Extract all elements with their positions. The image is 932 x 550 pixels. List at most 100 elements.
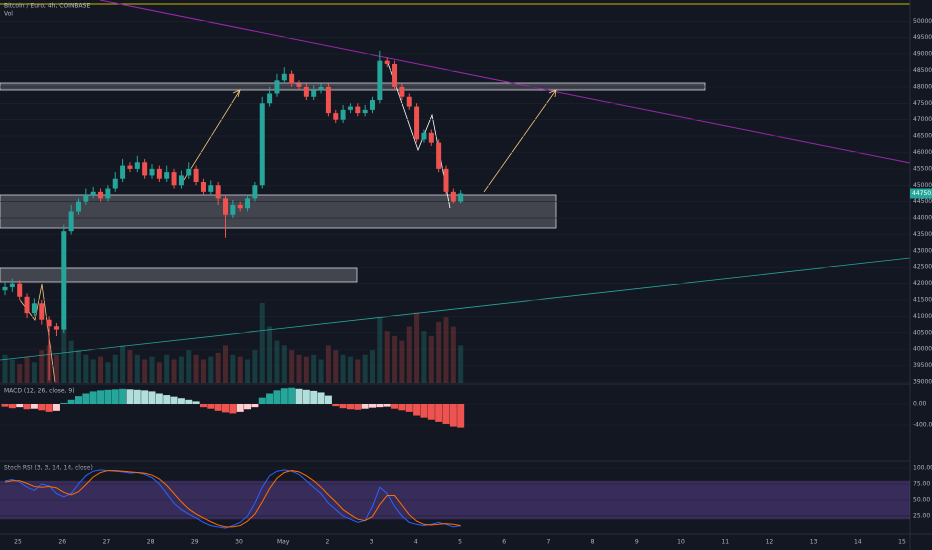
candle-body — [76, 201, 81, 212]
candle-body — [24, 296, 30, 314]
volume-bar — [230, 354, 236, 383]
volume-bar — [414, 312, 420, 383]
y-tick-label: 49000.00 — [913, 51, 932, 58]
macd-bar — [185, 399, 193, 404]
volume-bar — [2, 354, 8, 383]
macd-bar — [332, 403, 340, 407]
candle-body — [200, 181, 206, 192]
candle-body — [223, 198, 228, 215]
candle-body — [296, 83, 302, 87]
macd-bar — [8, 403, 16, 409]
macd-bar — [361, 403, 369, 409]
candle-body — [68, 211, 74, 232]
macd-bar — [420, 403, 428, 418]
candle-body — [267, 93, 273, 104]
candle-body — [46, 319, 52, 327]
volume-bar — [340, 354, 346, 383]
volume-bar — [362, 354, 368, 383]
volume-bar — [208, 356, 214, 383]
macd-bar — [16, 403, 24, 408]
y-tick-label: 47000.00 — [913, 116, 932, 123]
volume-bar — [120, 345, 126, 383]
x-tick-label: 2 — [325, 539, 329, 546]
volume-bar — [281, 345, 287, 383]
macd-bar — [119, 388, 127, 404]
volume-bar — [252, 350, 258, 383]
volume-bar — [178, 356, 184, 383]
macd-bar — [339, 403, 347, 409]
macd-bar — [398, 403, 406, 411]
volume-bar — [296, 354, 302, 383]
candle-body — [178, 175, 184, 186]
macd-bar — [258, 397, 266, 404]
volume-bar — [355, 359, 361, 383]
macd-bar — [376, 403, 384, 408]
macd-bar — [317, 392, 325, 404]
volume-bar — [318, 359, 324, 383]
x-tick-label: 10 — [677, 539, 685, 546]
x-tick-label: 29 — [191, 539, 199, 546]
macd-bar — [324, 395, 332, 404]
volume-bar — [245, 359, 251, 383]
x-tick-label: 30 — [235, 539, 243, 546]
y-tick-label: 41000.00 — [913, 313, 932, 320]
macd-bar — [170, 396, 178, 404]
macd-bar — [354, 403, 362, 410]
volume-bar — [237, 356, 243, 383]
y-tick-label: 50000.00 — [913, 18, 932, 25]
macd-bar — [427, 403, 435, 420]
macd-bar — [23, 403, 31, 410]
macd-bar — [391, 403, 399, 409]
macd-bar — [310, 390, 318, 404]
macd-bar — [89, 391, 97, 404]
macd-bar — [457, 403, 465, 428]
candle-body — [414, 106, 420, 140]
candle-body — [149, 168, 155, 176]
macd-bar — [45, 403, 53, 412]
volume-bar — [289, 350, 295, 383]
x-tick-label: 28 — [147, 539, 155, 546]
x-tick-label: 15 — [898, 539, 906, 546]
x-tick-label: 4 — [414, 539, 418, 546]
volume-bar — [149, 356, 155, 383]
candle-body — [245, 198, 251, 209]
candle-body — [333, 113, 339, 120]
candle-body — [186, 168, 192, 176]
y-tick-label: 44500.00 — [913, 198, 932, 205]
macd-bar — [199, 403, 207, 408]
macd-bar — [177, 398, 185, 404]
volume-bar — [83, 354, 89, 383]
volume-bar — [112, 354, 118, 383]
macd-bar — [52, 403, 60, 411]
x-tick-label: 6 — [502, 539, 506, 546]
volume-bar — [142, 359, 148, 383]
macd-bar — [75, 396, 82, 404]
candle-body — [252, 185, 258, 199]
candle-body — [134, 162, 140, 169]
volume-bar — [311, 354, 317, 383]
macd-bar — [273, 390, 281, 404]
last-price-label: 44750.00 — [912, 190, 932, 197]
y-tick-label: 75.00 — [913, 481, 930, 488]
zone — [0, 82, 706, 91]
candle-body — [281, 73, 287, 81]
candle-body — [98, 191, 104, 199]
y-tick-label: 39000.00 — [913, 379, 932, 386]
macd-bar — [155, 393, 163, 404]
macd-bar — [111, 389, 119, 404]
candle-body — [384, 60, 390, 64]
volume-bar — [127, 350, 133, 383]
y-tick-label: 43500.00 — [913, 231, 932, 238]
macd-bar — [207, 403, 215, 409]
volume-bar — [347, 356, 353, 383]
volume-bar — [105, 362, 111, 383]
macd-bar — [229, 403, 237, 414]
trend-line — [0, 257, 911, 361]
candle-body — [61, 231, 67, 330]
candle-body — [142, 162, 148, 176]
x-tick-label: 9 — [635, 539, 639, 546]
x-tick-label: 5 — [458, 539, 462, 546]
candle-body — [259, 103, 265, 186]
